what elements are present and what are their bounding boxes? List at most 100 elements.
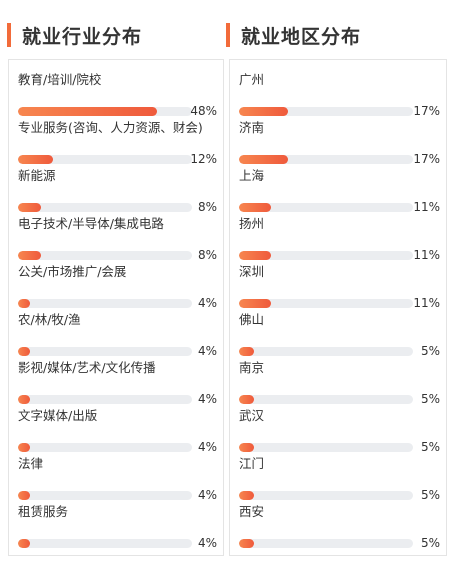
industry-progress-track: [18, 155, 192, 164]
region-section-header: 就业地区分布: [226, 22, 361, 48]
industry-item-label: 电子技术/半导体/集成电路: [18, 216, 164, 231]
industry-percent-value: 48%: [190, 104, 217, 118]
industry-progress-track: [18, 347, 192, 356]
industry-progress-fill: [18, 395, 30, 404]
region-progress-fill: [239, 251, 271, 260]
industry-percent-value: 4%: [197, 536, 217, 550]
industry-progress-track: [18, 443, 192, 452]
region-item-label: 上海: [239, 168, 265, 183]
region-item-label: 南京: [239, 360, 265, 375]
industry-percent-value: 4%: [197, 440, 217, 454]
industry-percent-value: 8%: [197, 248, 217, 262]
region-list-item: 济南 17%: [239, 118, 440, 166]
industry-list-item: 租赁服务 4%: [18, 502, 217, 550]
industry-progress-fill: [18, 251, 42, 260]
industry-progress-fill: [18, 299, 30, 308]
region-percent-value: 17%: [413, 152, 440, 166]
region-progress-fill: [239, 539, 254, 548]
industry-item-label: 专业服务(咨询、人力资源、财会): [18, 120, 203, 135]
industry-percent-value: 8%: [197, 200, 217, 214]
industry-percent-value: 4%: [197, 392, 217, 406]
region-percent-value: 11%: [413, 248, 440, 262]
industry-percent-value: 12%: [190, 152, 217, 166]
region-progress-track: [239, 443, 413, 452]
region-progress-fill: [239, 203, 271, 212]
region-item-label: 广州: [239, 72, 265, 87]
industry-progress-track: [18, 251, 192, 260]
industry-progress-fill: [18, 155, 53, 164]
region-progress-track: [239, 251, 413, 260]
region-progress-fill: [239, 395, 254, 404]
industry-percent-value: 4%: [197, 488, 217, 502]
region-progress-fill: [239, 347, 254, 356]
region-list-item: 扬州 11%: [239, 214, 440, 262]
industry-item-label: 公关/市场推广/会展: [18, 264, 127, 279]
region-list-item: 西安 5%: [239, 502, 440, 550]
region-list-item: 南京 5%: [239, 358, 440, 406]
industry-list-item: 影视/媒体/艺术/文化传播 4%: [18, 358, 217, 406]
region-progress-fill: [239, 155, 289, 164]
industry-progress-track: [18, 395, 192, 404]
region-progress-track: [239, 347, 413, 356]
region-item-label: 扬州: [239, 216, 265, 231]
region-progress-fill: [239, 491, 254, 500]
region-percent-value: 11%: [413, 200, 440, 214]
industry-progress-fill: [18, 203, 42, 212]
region-progress-fill: [239, 299, 271, 308]
industry-percent-value: 4%: [197, 344, 217, 358]
industry-percent-value: 4%: [197, 296, 217, 310]
industry-list-item: 农/林/牧/渔 4%: [18, 310, 217, 358]
industry-item-label: 文字媒体/出版: [18, 408, 98, 423]
industry-list-item: 专业服务(咨询、人力资源、财会) 12%: [18, 118, 217, 166]
region-progress-fill: [239, 443, 254, 452]
region-percent-value: 5%: [420, 488, 440, 502]
region-progress-track: [239, 299, 413, 308]
region-percent-value: 17%: [413, 104, 440, 118]
industry-progress-track: [18, 299, 192, 308]
region-item-label: 深圳: [239, 264, 265, 279]
industry-section-header: 就业行业分布: [7, 22, 142, 48]
region-progress-fill: [239, 107, 289, 116]
region-list-item: 深圳 11%: [239, 262, 440, 310]
region-percent-value: 5%: [420, 392, 440, 406]
industry-list-item: 文字媒体/出版 4%: [18, 406, 217, 454]
industry-progress-track: [18, 491, 192, 500]
industry-progress-fill: [18, 107, 158, 116]
region-item-label: 济南: [239, 120, 265, 135]
region-progress-track: [239, 107, 413, 116]
industry-item-label: 租赁服务: [18, 504, 69, 519]
industry-progress-fill: [18, 443, 30, 452]
industry-accent-bar: [7, 23, 11, 47]
region-list-item: 江门 5%: [239, 454, 440, 502]
region-list-item: 上海 11%: [239, 166, 440, 214]
region-progress-track: [239, 539, 413, 548]
industry-section-title: 就业行业分布: [22, 25, 143, 48]
industry-progress-fill: [18, 347, 30, 356]
industry-list-item: 电子技术/半导体/集成电路 8%: [18, 214, 217, 262]
industry-progress-track: [18, 203, 192, 212]
region-progress-track: [239, 491, 413, 500]
region-item-label: 西安: [239, 504, 265, 519]
industry-list-item: 新能源 8%: [18, 166, 217, 214]
industry-progress-fill: [18, 539, 30, 548]
industry-item-label: 影视/媒体/艺术/文化传播: [18, 360, 156, 375]
industry-progress-track: [18, 539, 192, 548]
industry-progress-fill: [18, 491, 30, 500]
region-percent-value: 5%: [420, 440, 440, 454]
region-list-item: 武汉 5%: [239, 406, 440, 454]
industry-list-item: 法律 4%: [18, 454, 217, 502]
industry-list-item: 教育/培训/院校 48%: [18, 70, 217, 118]
industry-item-label: 法律: [18, 456, 44, 471]
industry-item-label: 新能源: [18, 168, 56, 183]
region-progress-track: [239, 203, 413, 212]
region-item-label: 武汉: [239, 408, 265, 423]
region-section-title: 就业地区分布: [241, 25, 362, 48]
region-progress-track: [239, 155, 413, 164]
industry-list-item: 公关/市场推广/会展 4%: [18, 262, 217, 310]
region-distribution-panel: 广州 17% 济南 17% 上海 11% 扬州 11% 深圳 11% 佛山 5% 南京 5% 武汉 5% 江门 5…: [229, 59, 447, 556]
region-list-item: 广州 17%: [239, 70, 440, 118]
region-item-label: 江门: [239, 456, 265, 471]
region-percent-value: 5%: [420, 536, 440, 550]
industry-item-label: 农/林/牧/渔: [18, 312, 81, 327]
industry-progress-track: [18, 107, 192, 116]
